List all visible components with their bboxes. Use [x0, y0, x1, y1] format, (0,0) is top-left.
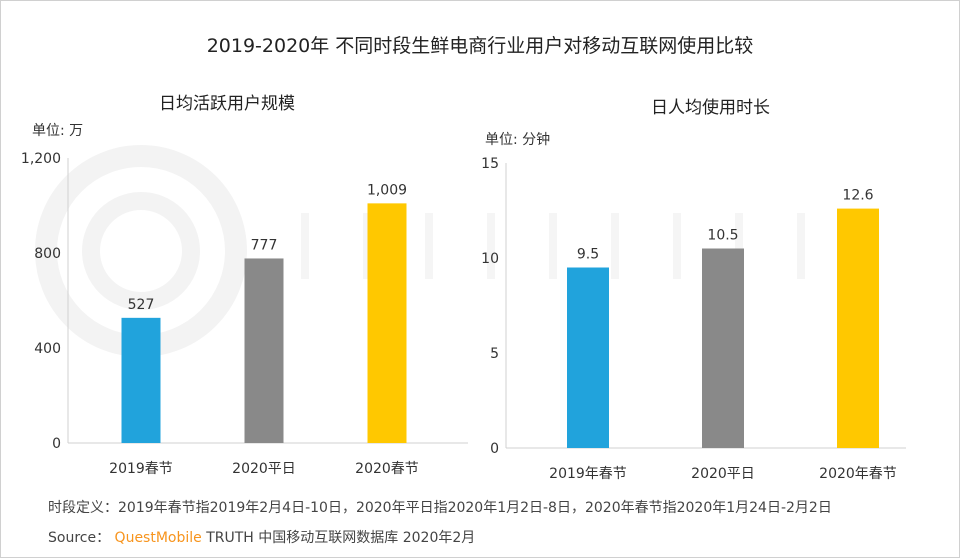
x-tick-label: 2020年春节 [819, 466, 897, 482]
y-tick-label: 400 [34, 341, 61, 357]
y-tick-label: 5 [490, 346, 499, 362]
x-tick-label: 2019年春节 [549, 466, 627, 482]
y-tick-label: 1,200 [21, 151, 61, 167]
bar [567, 267, 609, 448]
watermark-stroke [363, 213, 371, 279]
data-label: 1,009 [367, 182, 407, 198]
source-label: Source： [48, 530, 111, 546]
y-tick-label: 800 [34, 246, 61, 262]
left-chart-title: 日均活跃用户规模 [159, 94, 295, 114]
period-definition: 时段定义：2019年春节指2019年2月4日-10日，2020年平日指2020年… [48, 500, 832, 516]
bar [121, 317, 161, 443]
bar [837, 208, 879, 448]
source-line: Source： QuestMobile TRUTH 中国移动互联网数据库 202… [48, 527, 475, 547]
watermark-stroke [797, 213, 805, 279]
watermark-stroke [611, 213, 619, 279]
source-text: TRUTH 中国移动互联网数据库 2020年2月 [206, 530, 476, 546]
watermark-stroke [735, 213, 743, 279]
watermark-stroke [673, 213, 681, 279]
y-tick-label: 0 [52, 436, 61, 452]
data-label: 10.5 [707, 228, 738, 244]
data-label: 12.6 [842, 188, 873, 204]
watermark-stroke [549, 213, 557, 279]
right-chart-title: 日人均使用时长 [651, 98, 770, 118]
x-tick-label: 2020平日 [232, 461, 296, 477]
watermark-stroke [487, 213, 495, 279]
x-tick-label: 2020平日 [691, 466, 755, 482]
data-label: 9.5 [577, 247, 599, 263]
x-tick-label: 2019春节 [109, 461, 173, 477]
left-unit-label: 单位: 万 [32, 123, 84, 139]
data-label: 777 [251, 237, 278, 253]
watermark-stroke [425, 213, 433, 279]
y-tick-label: 15 [481, 156, 499, 172]
y-tick-label: 10 [481, 251, 499, 267]
watermark-stroke [301, 213, 309, 279]
bar [367, 203, 407, 443]
data-label: 527 [128, 297, 155, 313]
right-unit-label: 单位: 分钟 [485, 132, 551, 148]
y-tick-label: 0 [490, 441, 499, 457]
bar [702, 248, 744, 448]
x-tick-label: 2020春节 [355, 461, 419, 477]
source-brand: QuestMobile [114, 530, 202, 546]
bar [244, 258, 284, 443]
main-title: 2019-2020年 不同时段生鲜电商行业用户对移动互联网使用比较 [206, 35, 754, 57]
